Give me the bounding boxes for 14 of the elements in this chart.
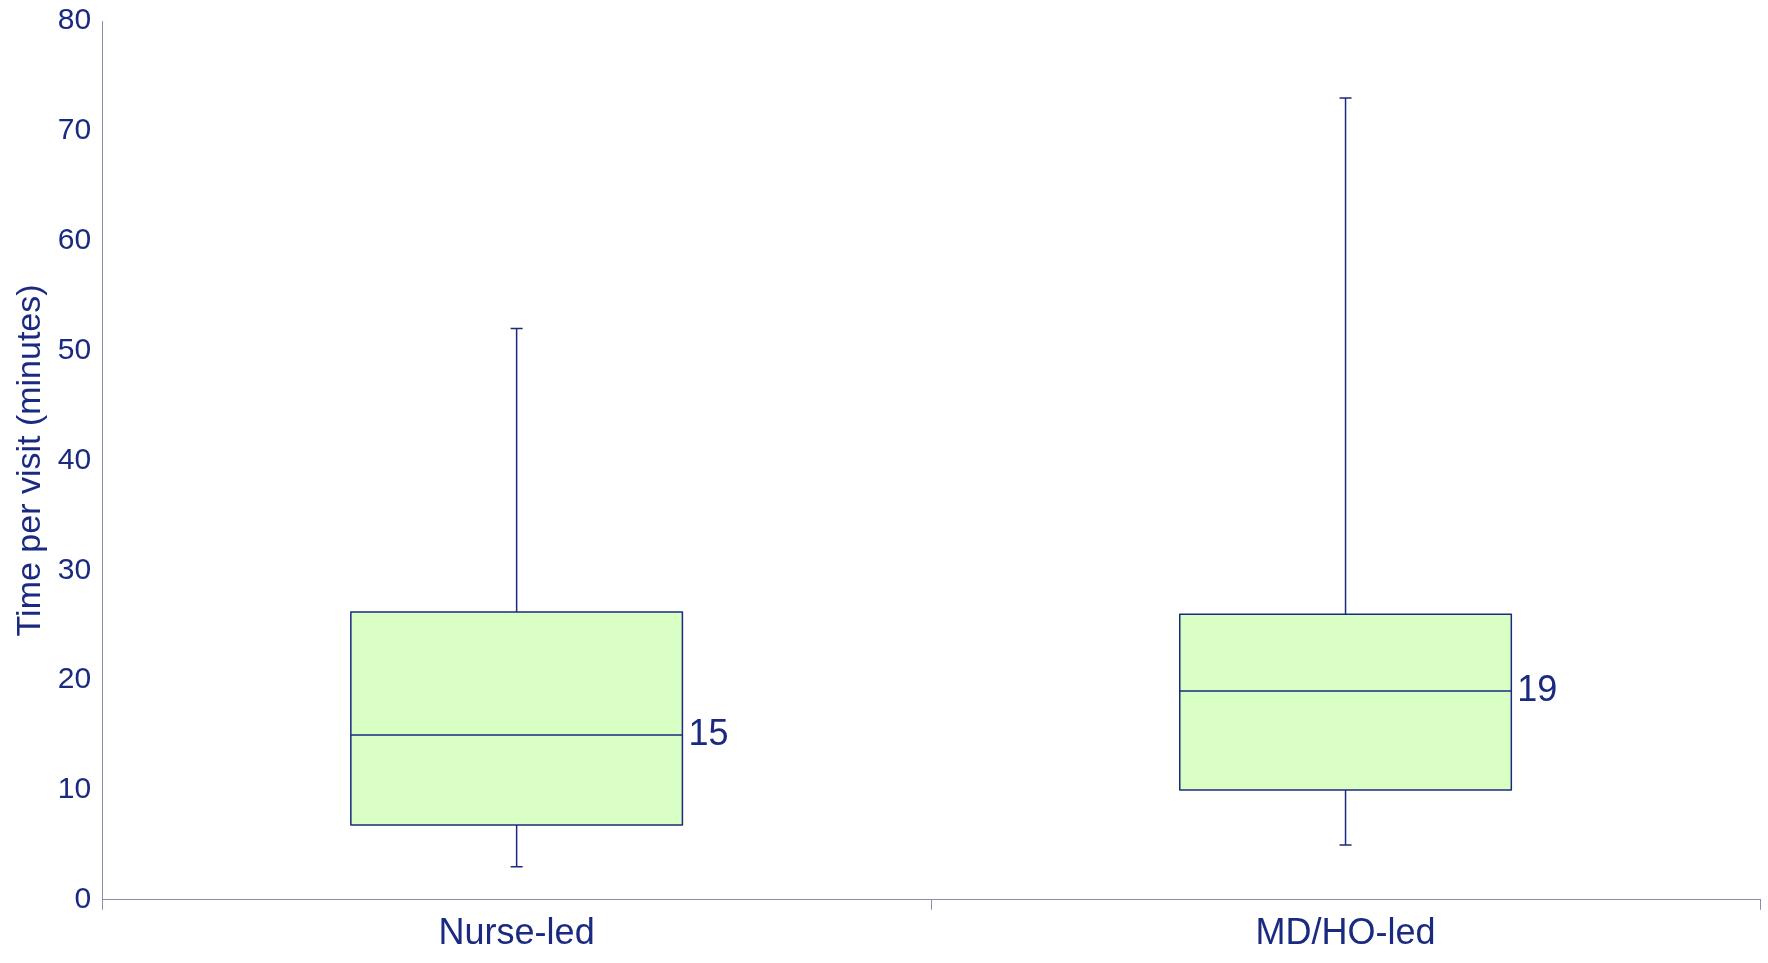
text: 19 xyxy=(1517,668,1558,710)
y-axis-title: Time per visit (minutes) xyxy=(8,284,47,637)
y-tick-label: 20 xyxy=(57,661,92,695)
text: 15 xyxy=(688,711,729,753)
y-tick-label: 30 xyxy=(57,551,92,585)
y-tick-label: 40 xyxy=(57,441,92,475)
y-tick-label: 0 xyxy=(74,881,92,915)
y-tick-label: 60 xyxy=(57,221,92,255)
y-tick-label: 10 xyxy=(57,771,92,805)
x-tick-label: MD/HO-led xyxy=(1255,911,1436,953)
x-tick-label: Nurse-led xyxy=(438,911,595,953)
y-tick-label: 70 xyxy=(57,112,92,146)
y-tick-label: 50 xyxy=(57,331,92,365)
y-tick-label: 80 xyxy=(57,2,92,36)
